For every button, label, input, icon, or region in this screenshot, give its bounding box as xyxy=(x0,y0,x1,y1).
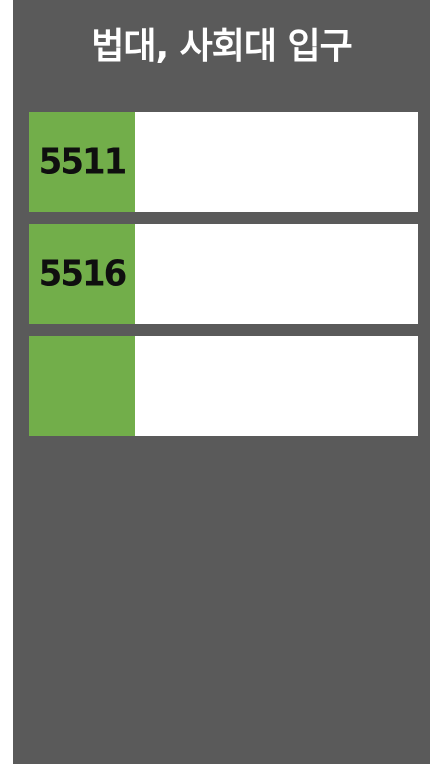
route-number: 5511 xyxy=(38,141,128,183)
bus-stop-screen: 법대, 사회대 입구 5511 5516 xyxy=(13,0,430,764)
route-badge: 5511 xyxy=(29,112,135,212)
route-row[interactable]: 5511 xyxy=(29,112,418,212)
route-list: 5511 5516 xyxy=(29,112,418,448)
route-row[interactable]: 5516 xyxy=(29,224,418,324)
route-info xyxy=(135,224,418,324)
route-info xyxy=(135,112,418,212)
stop-title: 법대, 사회대 입구 xyxy=(91,26,353,67)
route-badge xyxy=(29,336,135,436)
route-number: 5516 xyxy=(38,253,128,295)
route-row[interactable] xyxy=(29,336,418,436)
route-badge: 5516 xyxy=(29,224,135,324)
route-info xyxy=(135,336,418,436)
